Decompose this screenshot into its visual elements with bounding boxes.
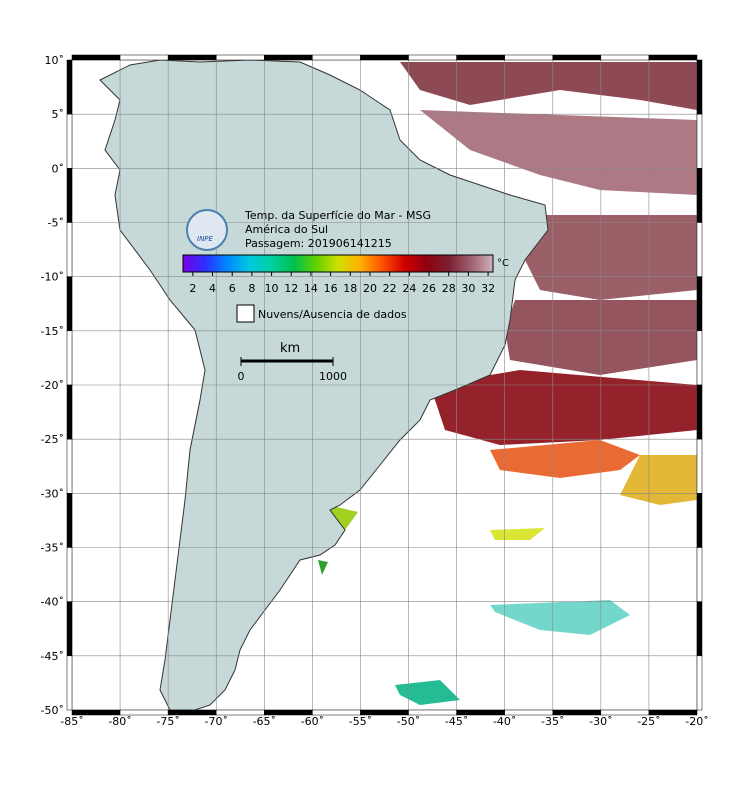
frame-segment xyxy=(66,113,73,169)
colorbar-tick-label: 2 xyxy=(189,282,196,295)
frame-segment xyxy=(696,330,703,386)
lat-tick-label: -5˚ xyxy=(48,217,64,230)
colorbar-tick-label: 8 xyxy=(248,282,255,295)
frame-segment xyxy=(360,54,409,61)
lon-tick-label: -55˚ xyxy=(349,715,372,728)
lat-tick-label: -20˚ xyxy=(41,379,64,392)
frame-segment xyxy=(696,547,703,602)
lon-tick-label: -30˚ xyxy=(589,715,612,728)
frame-segment xyxy=(456,54,505,61)
lat-tick-label: -50˚ xyxy=(41,704,64,717)
frame-segment xyxy=(66,384,73,440)
frame-segment xyxy=(264,54,313,61)
lon-tick-label: -35˚ xyxy=(541,715,564,728)
colorbar-tick-label: 18 xyxy=(343,282,357,295)
frame-segment xyxy=(66,547,73,602)
frame-segment xyxy=(66,222,73,277)
colorbar-tick-label: 26 xyxy=(422,282,436,295)
frame-segment xyxy=(66,59,73,115)
lat-tick-label: 0˚ xyxy=(52,162,65,175)
frame-segment xyxy=(696,222,703,277)
colorbar-tick-label: 20 xyxy=(363,282,377,295)
colorbar-tick-label: 4 xyxy=(209,282,216,295)
colorbar-tick-label: 14 xyxy=(304,282,318,295)
frame-segment xyxy=(167,54,217,61)
legend-label: Nuvens/Ausencia de dados xyxy=(258,308,407,321)
lat-tick-label: -30˚ xyxy=(41,487,64,500)
frame-segment xyxy=(648,54,698,61)
frame-segment xyxy=(66,655,73,711)
scale-tick-label: 1000 xyxy=(319,370,347,383)
lat-tick-label: -35˚ xyxy=(41,542,64,555)
lat-tick-label: -15˚ xyxy=(41,325,64,338)
frame-segment xyxy=(66,168,73,223)
frame-segment xyxy=(600,54,650,61)
frame-segment xyxy=(215,54,265,61)
frame-segment xyxy=(66,438,73,494)
colorbar xyxy=(182,254,494,273)
frame-segment xyxy=(648,709,698,716)
colorbar-tick-label: 32 xyxy=(481,282,495,295)
frame-segment xyxy=(408,54,457,61)
frame-segment xyxy=(66,276,73,332)
frame-segment xyxy=(696,493,703,548)
colorbar-tick-label: 24 xyxy=(402,282,416,295)
logo xyxy=(186,209,228,251)
lon-tick-label: -40˚ xyxy=(493,715,516,728)
lon-tick-label: -45˚ xyxy=(445,715,468,728)
lon-tick-label: -25˚ xyxy=(637,715,660,728)
frame-segment xyxy=(71,54,121,61)
frame-segment xyxy=(696,276,703,332)
colorbar-tick-label: 22 xyxy=(383,282,397,295)
frame-segment xyxy=(552,54,602,61)
scale-tick-label: 0 xyxy=(238,370,245,383)
frame-segment xyxy=(66,330,73,386)
pass-time: Passagem: 201906141215 xyxy=(245,237,392,250)
lon-tick-label: -50˚ xyxy=(397,715,420,728)
lon-tick-label: -80˚ xyxy=(108,715,131,728)
colorbar-tick-label: 28 xyxy=(442,282,456,295)
colorbar-tick-label: 10 xyxy=(265,282,279,295)
frame-segment xyxy=(696,113,703,169)
lon-tick-label: -20˚ xyxy=(685,715,708,728)
subtitle: América do Sul xyxy=(245,223,328,236)
colorbar-tick-label: 30 xyxy=(461,282,475,295)
frame-segment xyxy=(66,493,73,548)
lon-tick-label: -60˚ xyxy=(301,715,324,728)
frame-segment xyxy=(66,601,73,657)
lon-tick-label: -85˚ xyxy=(60,715,83,728)
scale-unit: km xyxy=(280,341,300,356)
frame-segment xyxy=(696,59,703,115)
legend-swatch xyxy=(236,304,255,323)
colorbar-unit: °C xyxy=(497,258,509,269)
colorbar-tick-label: 6 xyxy=(229,282,236,295)
frame-segment xyxy=(504,54,554,61)
title: Temp. da Superfície do Mar - MSG xyxy=(244,209,431,222)
lat-tick-label: -40˚ xyxy=(41,596,64,609)
lat-tick-label: -25˚ xyxy=(41,433,64,446)
lat-tick-label: -45˚ xyxy=(41,650,64,663)
colorbar-tick-label: 12 xyxy=(284,282,298,295)
lon-tick-label: -70˚ xyxy=(204,715,227,728)
logo-text: INPE xyxy=(197,235,214,243)
frame-segment xyxy=(696,438,703,494)
lat-tick-label: 10˚ xyxy=(45,54,65,67)
colorbar-tick-label: 16 xyxy=(324,282,338,295)
lat-tick-label: 5˚ xyxy=(52,108,65,121)
frame-segment xyxy=(696,655,703,711)
frame-segment xyxy=(312,54,361,61)
frame-segment xyxy=(696,601,703,657)
frame-segment xyxy=(119,54,169,61)
lat-tick-label: -10˚ xyxy=(41,271,64,284)
frame-segment xyxy=(696,384,703,440)
frame-segment xyxy=(696,168,703,223)
lon-tick-label: -75˚ xyxy=(156,715,179,728)
lon-tick-label: -65˚ xyxy=(253,715,276,728)
